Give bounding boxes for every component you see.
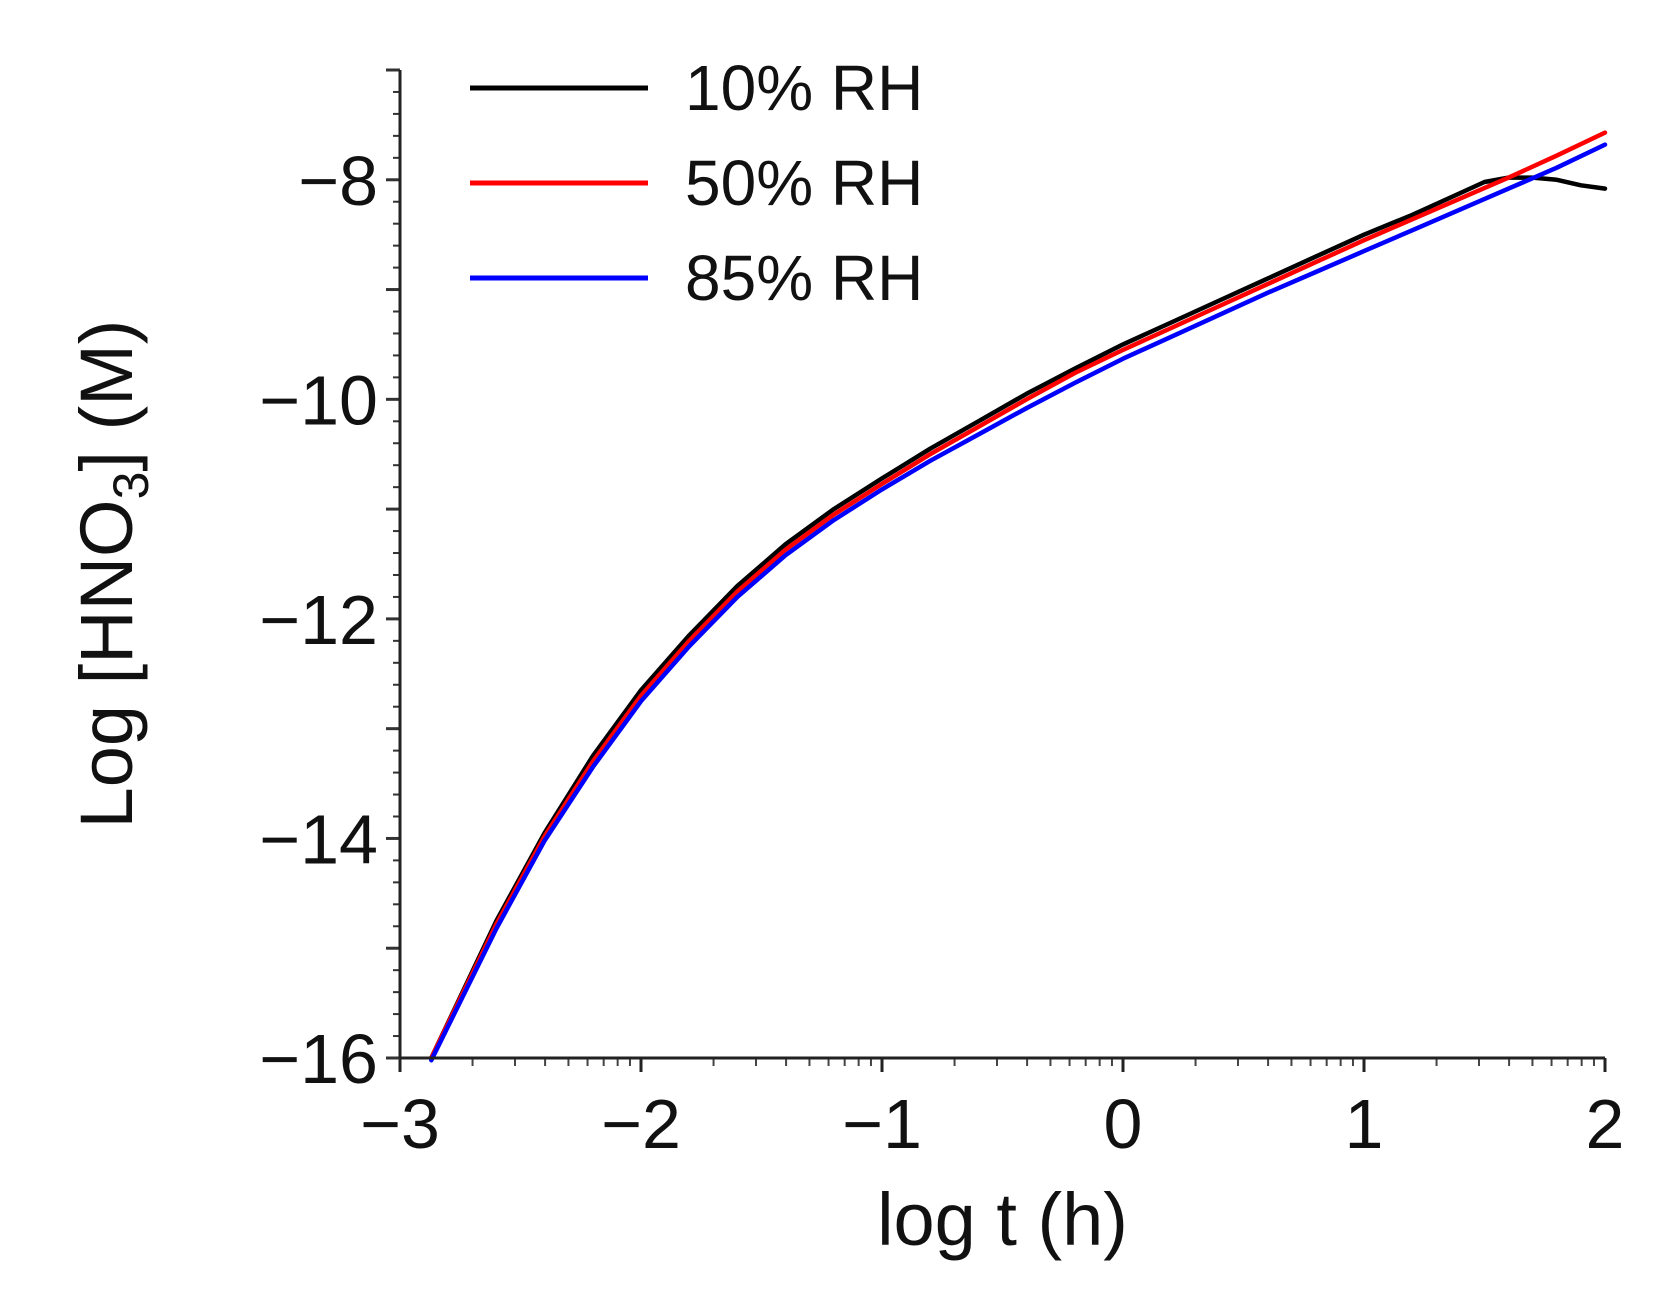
y-tick-label: −14 (259, 800, 378, 878)
y-axis-title: Log [HNO3] (M) (65, 320, 159, 829)
x-tick-labels: −3 −2 −1 0 1 2 (360, 1085, 1624, 1163)
major-ticks (386, 68, 1607, 1072)
series-line-1 (429, 175, 1608, 1061)
minor-ticks (393, 90, 1595, 1066)
x-tick-label: 1 (1345, 1085, 1384, 1163)
series-line-3 (429, 142, 1608, 1063)
y-axis-title-main: Log [HNO (65, 499, 148, 828)
x-tick-label: −2 (601, 1085, 681, 1163)
x-tick-label: 2 (1586, 1085, 1625, 1163)
y-tick-labels: −16 −14 −12 −10 −8 (259, 142, 378, 1098)
legend-label: 10% RH (685, 52, 923, 124)
y-tick-label: −10 (259, 361, 378, 439)
y-tick-label: −12 (259, 581, 378, 659)
x-tick-label: −1 (842, 1085, 922, 1163)
y-axis-title-subscript: 3 (103, 472, 159, 500)
legend-label: 85% RH (685, 242, 923, 314)
y-tick-label: −16 (259, 1020, 378, 1098)
y-axis-title-end: ] (M) (65, 320, 148, 472)
x-tick-label: −3 (360, 1085, 440, 1163)
series-line-2 (429, 130, 1608, 1061)
y-tick-label: −8 (298, 142, 378, 220)
legend-label: 50% RH (685, 147, 923, 219)
legend: 10% RH 50% RH 85% RH (470, 52, 923, 314)
x-tick-label: 0 (1104, 1085, 1143, 1163)
series-layer (429, 130, 1608, 1063)
x-axis-title: log t (h) (877, 1178, 1128, 1261)
